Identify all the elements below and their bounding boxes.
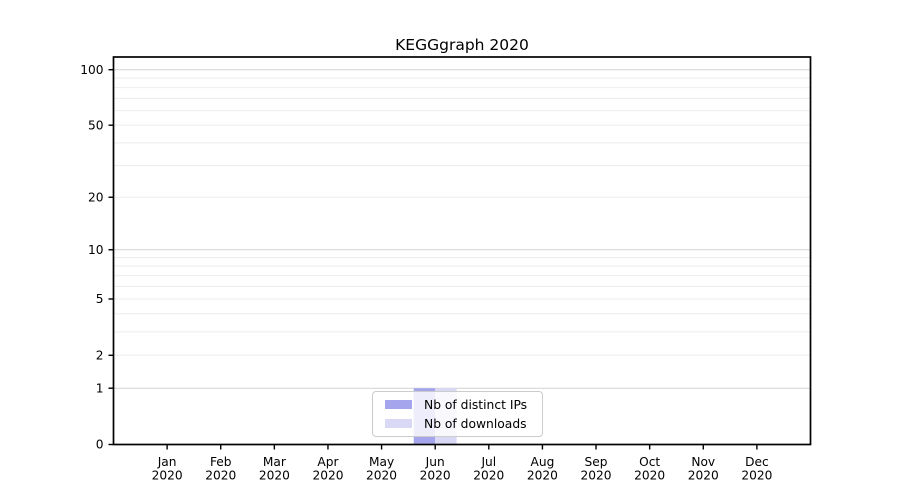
y-tick-label: 5 bbox=[96, 292, 104, 306]
legend-label: Nb of downloads bbox=[424, 416, 527, 431]
x-tick-label-month: Jan bbox=[157, 455, 177, 469]
x-tick-label-year: 2020 bbox=[688, 469, 719, 483]
y-tick-label: 50 bbox=[88, 118, 104, 132]
x-tick-label-year: 2020 bbox=[205, 469, 236, 483]
x-tick-label-month: Oct bbox=[639, 455, 660, 469]
y-tick-label: 1 bbox=[96, 381, 104, 395]
x-tick-label-year: 2020 bbox=[312, 469, 343, 483]
legend-entry-0: Nb of distinct IPs bbox=[385, 395, 534, 414]
x-tick-label-month: Dec bbox=[745, 455, 769, 469]
x-tick-label-month: Aug bbox=[531, 455, 555, 469]
x-tick-label-year: 2020 bbox=[259, 469, 290, 483]
y-tick-label: 2 bbox=[96, 348, 104, 362]
x-tick-label-year: 2020 bbox=[366, 469, 397, 483]
x-tick-label-month: Mar bbox=[263, 455, 287, 469]
chart-title: KEGGgraph 2020 bbox=[395, 36, 529, 54]
axis-frame bbox=[112, 56, 812, 446]
legend-swatch-icon bbox=[385, 400, 412, 409]
legend-entry-1: Nb of downloads bbox=[385, 414, 534, 433]
x-tick-label-year: 2020 bbox=[741, 469, 772, 483]
x-tick-label-month: May bbox=[369, 455, 394, 469]
x-tick-label-year: 2020 bbox=[152, 469, 183, 483]
x-tick-label-year: 2020 bbox=[420, 469, 451, 483]
x-tick-label-year: 2020 bbox=[581, 469, 612, 483]
x-tick-label-month: Jul bbox=[480, 455, 496, 469]
y-tick-label: 100 bbox=[80, 63, 103, 77]
legend: Nb of distinct IPs Nb of downloads bbox=[372, 391, 543, 437]
x-tick-label-year: 2020 bbox=[473, 469, 504, 483]
y-tick-label: 10 bbox=[88, 243, 104, 257]
x-tick-label-month: Feb bbox=[210, 455, 232, 469]
x-tick-label-year: 2020 bbox=[634, 469, 665, 483]
x-tick-label-month: Apr bbox=[317, 455, 339, 469]
legend-label: Nb of distinct IPs bbox=[424, 397, 528, 412]
y-tick-label: 20 bbox=[88, 190, 104, 204]
y-tick-label: 0 bbox=[96, 438, 104, 452]
x-tick-label-month: Jun bbox=[425, 455, 445, 469]
legend-swatch-icon bbox=[385, 419, 412, 428]
x-tick-label-month: Sep bbox=[585, 455, 608, 469]
x-tick-label-year: 2020 bbox=[527, 469, 558, 483]
x-tick-label-month: Nov bbox=[691, 455, 715, 469]
